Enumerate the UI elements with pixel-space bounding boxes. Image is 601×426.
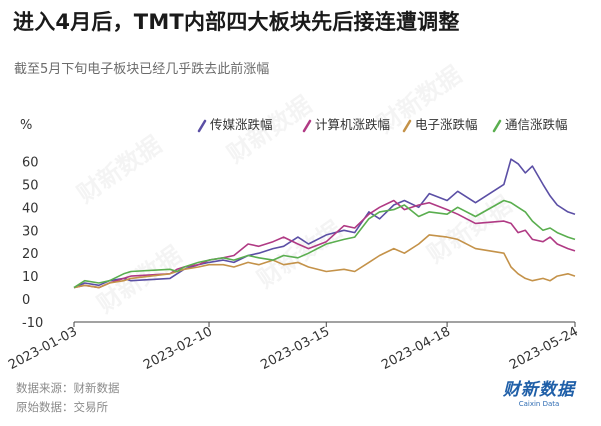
x-tick-label: 2023-05-24 [507,324,581,373]
x-tick-label: 2023-01-03 [6,324,80,373]
chart-title: 进入4月后，TMT内部四大板块先后接连遭调整 [13,10,460,34]
y-tick-label: -10 [22,316,43,331]
y-tick-label: 50 [22,178,39,193]
logo-text: 财新数据 [503,380,575,400]
x-tick-label: 2023-02-10 [141,324,215,373]
x-tick-label: 2023-03-15 [258,324,332,373]
data-source: 数据来源：财新数据 [16,381,120,395]
y-tick-label: 10 [22,270,39,285]
legend-label: 通信涨跌幅 [505,117,568,132]
series-line [73,158,576,289]
legend-label: 传媒涨跌幅 [210,117,273,132]
y-axis-unit-label: % [20,118,32,133]
y-tick-label: 60 [22,155,39,170]
series-line [73,234,576,289]
y-tick-label: 0 [22,293,30,308]
legend-label: 计算机涨跌幅 [315,117,390,132]
legend-marker [402,119,412,133]
caixin-data-logo: 财新数据 Caixin Data [503,380,575,409]
y-tick-label: 30 [22,224,39,239]
raw-data-source: 原始数据：交易所 [16,400,108,414]
legend-marker [302,119,312,133]
y-tick-label: 20 [22,247,39,262]
legend-marker [492,119,502,133]
series-line [73,199,576,289]
legend-marker [197,119,207,133]
y-tick-label: 40 [22,201,39,216]
x-tick-label: 2023-04-18 [379,324,453,373]
logo-subtext: Caixin Data [518,400,560,408]
legend-label: 电子涨跌幅 [415,117,478,132]
chart-subtitle: 截至5月下旬电子板块已经几乎跌去此前涨幅 [14,62,270,77]
